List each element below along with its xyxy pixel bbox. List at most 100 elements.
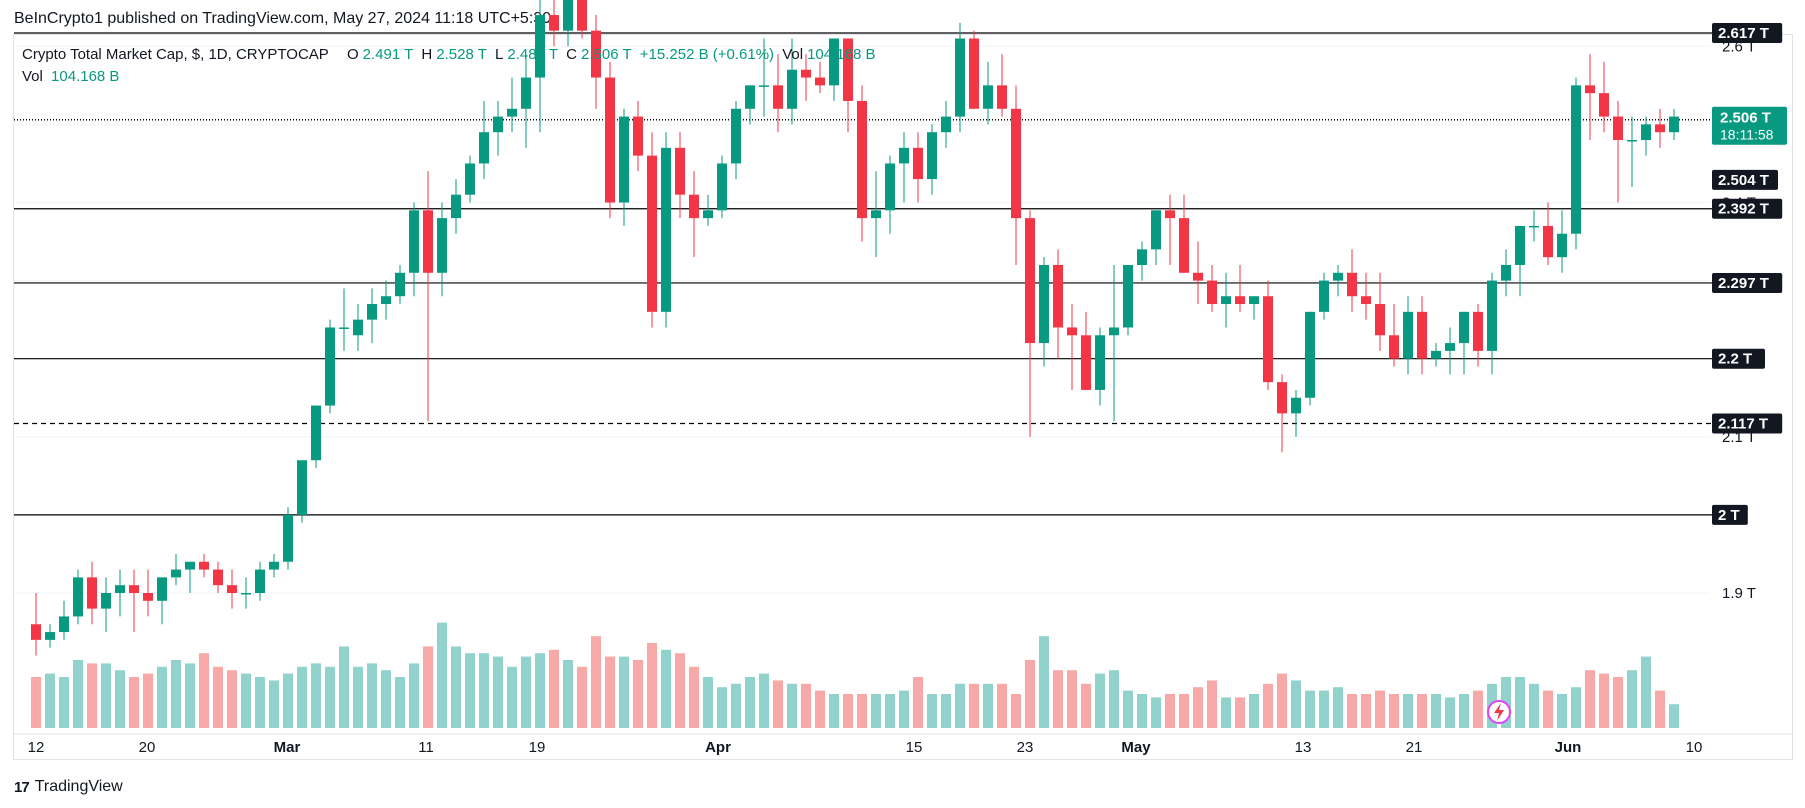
- volume-bar: [353, 666, 363, 728]
- candle-body: [157, 577, 167, 601]
- x-tick-label: Mar: [274, 739, 301, 756]
- legend-open-value: 2.491 T: [362, 46, 414, 63]
- volume-bar: [563, 660, 573, 728]
- volume-bar: [1347, 694, 1357, 728]
- volume-bar: [941, 694, 951, 728]
- legend-ohlc-row: Crypto Total Market Cap, $, 1D, CRYPTOCA…: [22, 44, 880, 66]
- x-tick-label: 19: [529, 739, 546, 756]
- candle-body: [227, 585, 237, 593]
- volume-bar: [1627, 670, 1637, 728]
- volume-bar: [1025, 660, 1035, 728]
- volume-bar: [185, 663, 195, 728]
- volume-bar: [1263, 683, 1273, 728]
- volume-bar: [1305, 690, 1315, 728]
- level-label-box: [1712, 413, 1783, 434]
- volume-bar: [1151, 697, 1161, 728]
- volume-bar: [983, 683, 993, 728]
- legend-low-label: L: [495, 46, 504, 63]
- volume-bar: [157, 666, 167, 728]
- candle-body: [1095, 335, 1105, 390]
- volume-bar: [199, 653, 209, 728]
- level-label-box: [1712, 23, 1783, 44]
- volume-bar: [871, 694, 881, 728]
- volume-bar: [1445, 697, 1455, 728]
- volume-bar: [1333, 687, 1343, 728]
- volume-bar: [759, 673, 769, 728]
- candle-body: [451, 194, 461, 219]
- candle-body: [955, 38, 965, 117]
- candle-body: [465, 163, 475, 195]
- candle-body: [1193, 272, 1203, 281]
- level-label: 2 T: [1718, 507, 1740, 524]
- volume-bar: [479, 653, 489, 728]
- candle-body: [1585, 85, 1595, 94]
- volume-bar: [1277, 673, 1287, 728]
- volume-bar: [815, 690, 825, 728]
- level-label: 2.297 T: [1718, 275, 1769, 292]
- candle-body: [1361, 296, 1371, 305]
- candle-body: [311, 405, 321, 461]
- candle-body: [1431, 350, 1441, 359]
- candle-body: [381, 296, 391, 305]
- legend-high-label: H: [421, 46, 433, 63]
- candle-body: [577, 0, 587, 31]
- volume-bar: [843, 694, 853, 728]
- volume-bar: [899, 690, 909, 728]
- candle-body: [1417, 311, 1427, 359]
- volume-bar: [577, 666, 587, 728]
- volume-bar: [311, 663, 321, 728]
- volume-bar: [689, 666, 699, 728]
- candle-body: [843, 38, 853, 101]
- candle-body: [1655, 124, 1665, 133]
- candle-body: [899, 147, 909, 164]
- candle-body: [521, 77, 531, 109]
- candle-body: [1263, 296, 1273, 383]
- volume-bar: [1417, 694, 1427, 728]
- candle-body: [45, 632, 55, 640]
- legend-open-label: O: [346, 46, 359, 63]
- candle-body: [535, 15, 545, 78]
- volume-bar: [1515, 677, 1525, 728]
- x-tick-label: 21: [1406, 739, 1423, 756]
- candle-body: [1501, 264, 1511, 281]
- candle-body: [801, 69, 811, 78]
- candle-body: [731, 108, 741, 164]
- volume-bar: [1319, 690, 1329, 728]
- volume-bar: [619, 656, 629, 728]
- candle-body: [983, 85, 993, 109]
- candle-body: [605, 77, 615, 203]
- volume-bar: [1655, 690, 1665, 728]
- candle-body: [647, 155, 657, 312]
- candle-body: [773, 85, 783, 109]
- volume-bar: [1459, 694, 1469, 728]
- candle-body: [283, 514, 293, 562]
- candle-body: [1529, 225, 1539, 228]
- legend-close-value: 2.506 T: [581, 46, 632, 63]
- legend-volume-label[interactable]: Vol: [22, 68, 43, 85]
- candle-body: [969, 38, 979, 109]
- level-label-box: [1712, 198, 1783, 219]
- candle-body: [325, 327, 335, 406]
- footer-brand[interactable]: 17 TradingView: [14, 778, 123, 796]
- volume-bar: [787, 683, 797, 728]
- price-label: 2.506 T: [1720, 110, 1771, 127]
- volume-bar: [1375, 690, 1385, 728]
- level-label-box: [1712, 504, 1748, 525]
- volume-bar: [255, 677, 265, 728]
- candle-body: [87, 577, 97, 609]
- volume-bar: [647, 643, 657, 728]
- candle-body: [1067, 327, 1077, 336]
- volume-bar: [605, 656, 615, 728]
- candle-body: [437, 218, 447, 273]
- legend-symbol[interactable]: Crypto Total Market Cap, $, 1D, CRYPTOCA…: [22, 46, 329, 63]
- candle-body: [717, 163, 727, 211]
- volume-bar: [241, 673, 251, 728]
- candle-body: [1319, 280, 1329, 312]
- price-label-box: [1712, 106, 1787, 145]
- volume-bar: [801, 683, 811, 728]
- candle-body: [703, 210, 713, 219]
- volume-bar: [969, 683, 979, 728]
- volume-bar: [1431, 694, 1441, 728]
- candle-body: [269, 561, 279, 570]
